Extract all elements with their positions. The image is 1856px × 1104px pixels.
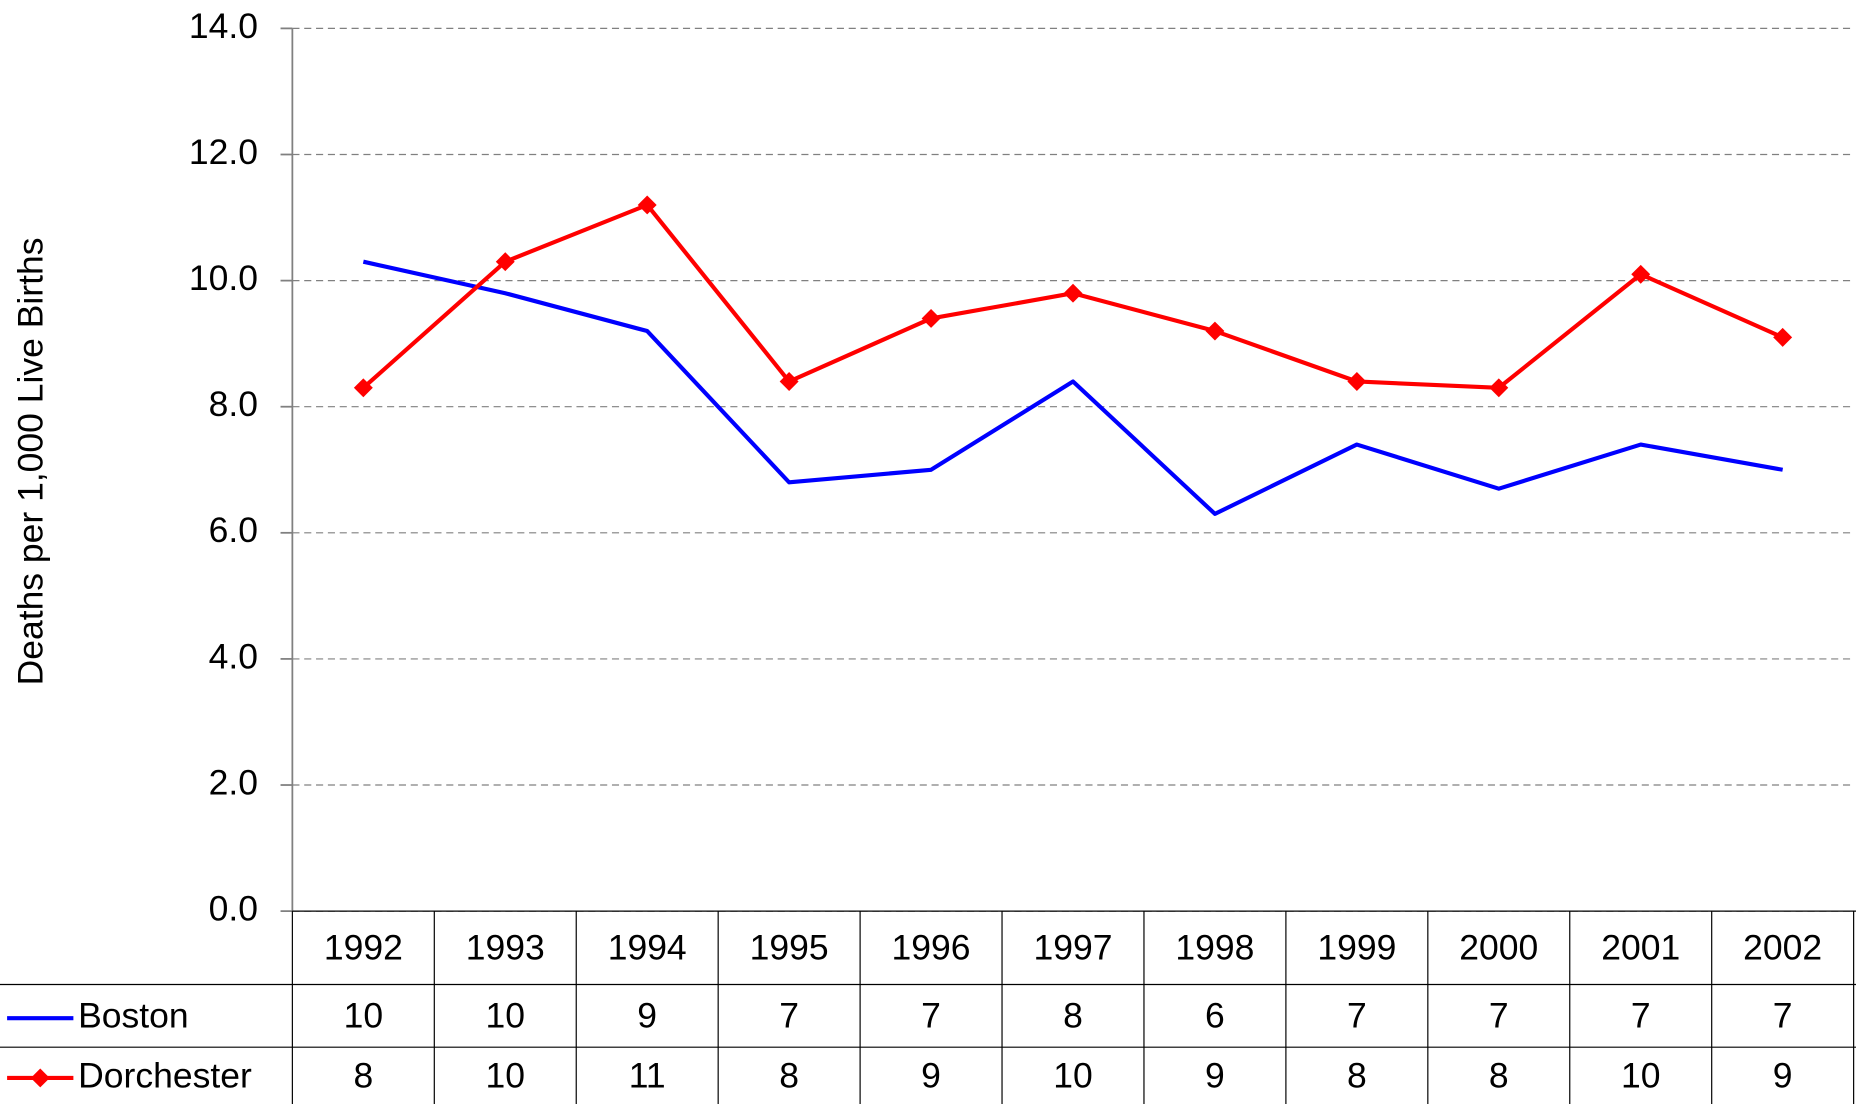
table-value: 8 xyxy=(353,1055,373,1095)
marker xyxy=(779,372,799,391)
x-tick-label: 1995 xyxy=(750,928,829,968)
table-value: 7 xyxy=(779,996,799,1036)
marker xyxy=(1205,321,1225,341)
legend-marker xyxy=(30,1068,50,1088)
marker xyxy=(1063,283,1083,303)
marker xyxy=(637,195,657,215)
y-tick-label: 2.0 xyxy=(209,762,258,802)
table-value: 7 xyxy=(1773,996,1793,1036)
y-tick-label: 6.0 xyxy=(209,510,258,550)
table-value: 9 xyxy=(1773,1055,1793,1095)
y-tick-label: 4.0 xyxy=(209,636,258,676)
marker xyxy=(1631,264,1651,284)
table-value: 8 xyxy=(779,1055,799,1095)
y-tick-label: 10.0 xyxy=(189,258,258,298)
y-tick-label: 12.0 xyxy=(189,132,258,172)
x-tick-label: 1996 xyxy=(892,928,971,968)
marker xyxy=(353,378,373,398)
y-axis-label: Deaths per 1,000 Live Births xyxy=(11,238,51,686)
y-tick-label: 0.0 xyxy=(209,889,258,929)
y-tick-label: 14.0 xyxy=(189,6,258,46)
table-value: 8 xyxy=(1063,996,1083,1036)
legend-label: Dorchester xyxy=(78,1055,252,1095)
marker xyxy=(1347,372,1367,391)
y-tick-label: 8.0 xyxy=(209,384,258,424)
table-value: 7 xyxy=(1631,996,1651,1036)
x-tick-label: 1993 xyxy=(466,928,545,968)
x-tick-label: 1997 xyxy=(1034,928,1113,968)
x-tick-label: 1999 xyxy=(1317,928,1396,968)
table-value: 9 xyxy=(921,1055,941,1095)
table-value: 10 xyxy=(1621,1055,1661,1095)
x-tick-label: 1998 xyxy=(1175,928,1254,968)
marker xyxy=(921,308,941,328)
marker xyxy=(1773,327,1793,347)
table-value: 7 xyxy=(1347,996,1367,1036)
table-value: 11 xyxy=(629,1055,666,1095)
table-value: 10 xyxy=(486,996,526,1036)
table-value: 8 xyxy=(1347,1055,1367,1095)
series-line xyxy=(362,259,1784,516)
table-value: 8 xyxy=(1489,1055,1509,1095)
x-tick-label: 2002 xyxy=(1743,928,1822,968)
x-tick-label: 1994 xyxy=(608,928,687,968)
x-tick-label: 1992 xyxy=(324,928,403,968)
table-value: 7 xyxy=(921,996,941,1036)
table-value: 10 xyxy=(1053,1055,1093,1095)
x-tick-label: 2001 xyxy=(1601,928,1680,968)
table-value: 10 xyxy=(344,996,384,1036)
table-value: 10 xyxy=(486,1055,526,1095)
table-value: 6 xyxy=(1205,996,1225,1036)
legend-label: Boston xyxy=(78,996,189,1036)
table-value: 9 xyxy=(637,996,657,1036)
x-tick-label: 2000 xyxy=(1459,928,1538,968)
table-value: 9 xyxy=(1205,1055,1225,1095)
table-value: 7 xyxy=(1489,996,1509,1036)
